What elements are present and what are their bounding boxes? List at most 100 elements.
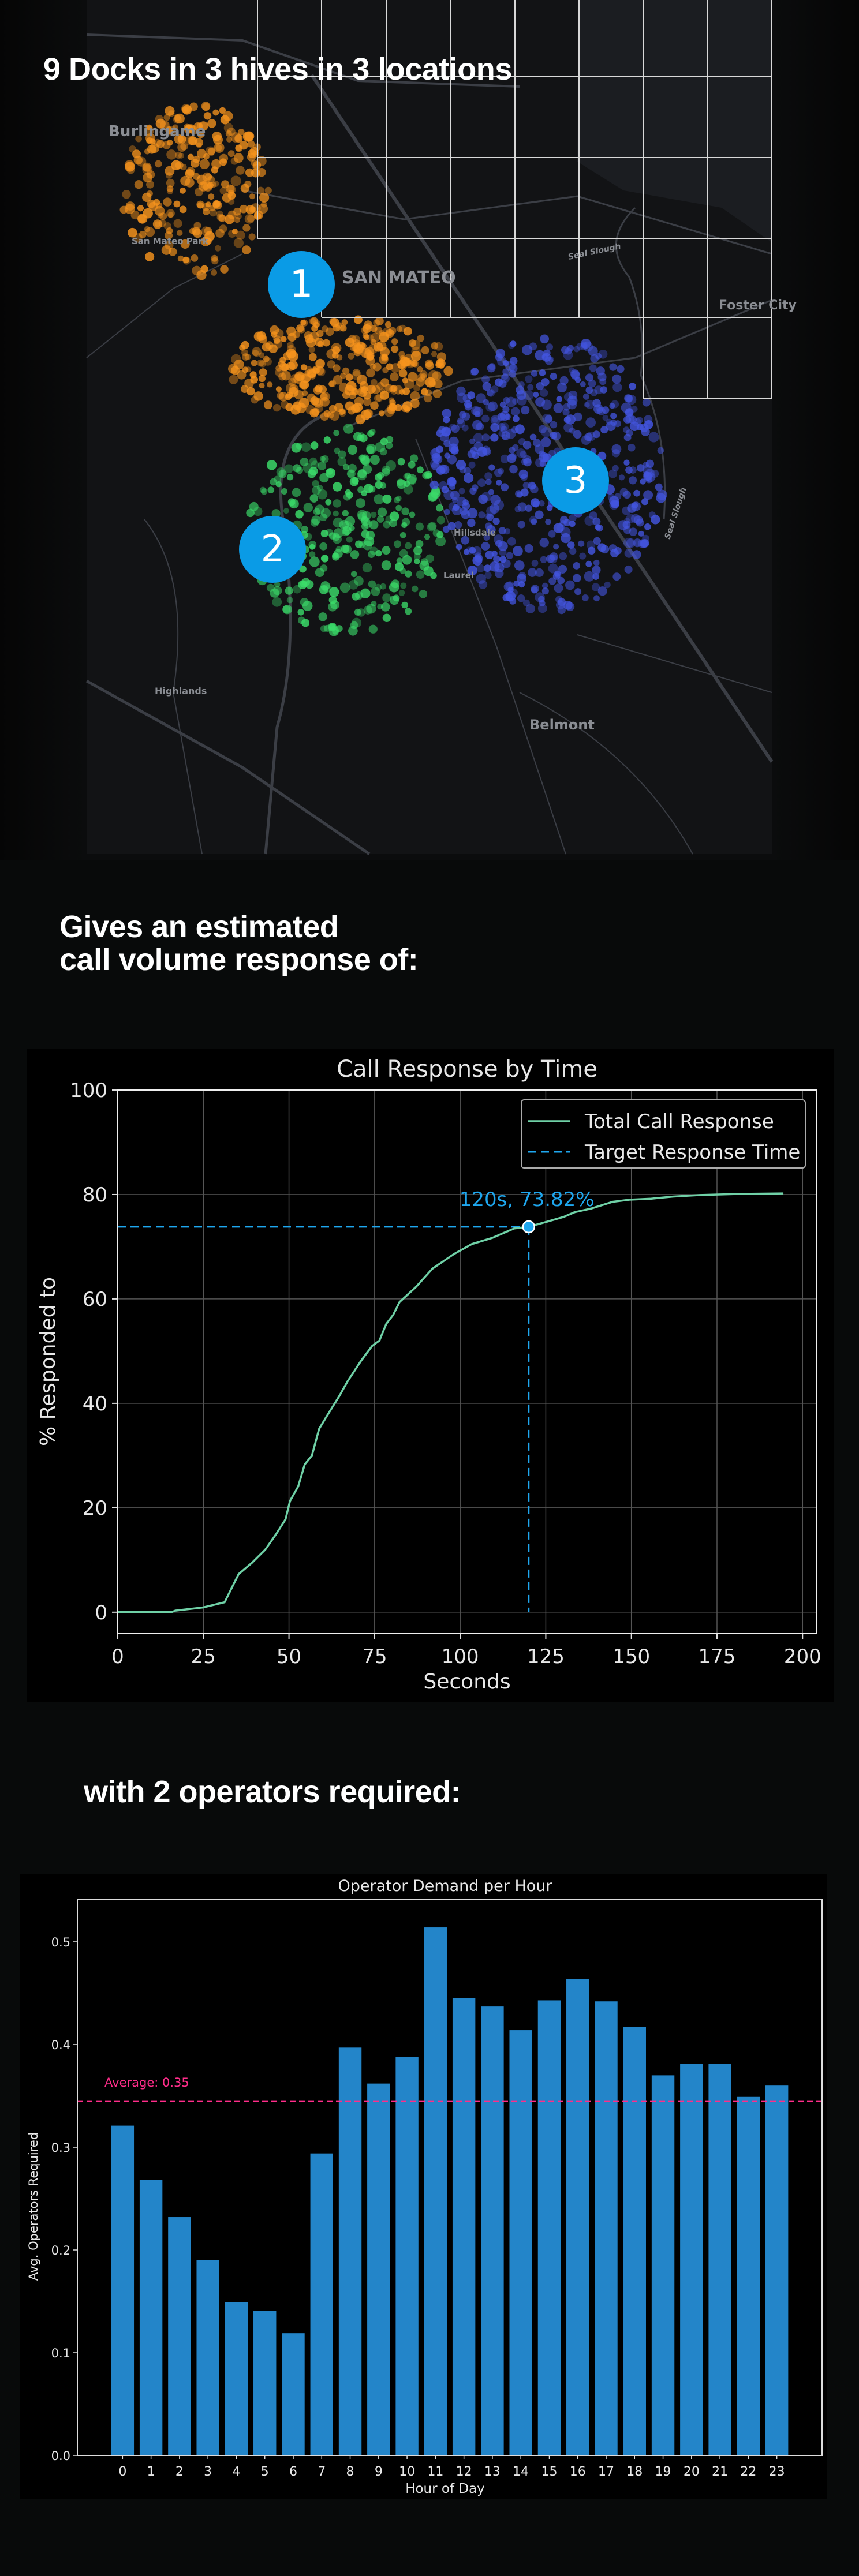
incident-dot [623, 459, 630, 466]
incident-dot [607, 493, 615, 501]
incident-dot [502, 559, 511, 568]
incident-dot [394, 562, 404, 571]
response-headline-line2: call volume response of: [59, 942, 419, 977]
incident-dot [640, 478, 646, 485]
incident-dot [148, 201, 158, 211]
incident-dot [527, 384, 534, 391]
incident-dot [351, 387, 357, 394]
incident-dot [438, 426, 446, 434]
incident-dot [468, 461, 476, 469]
incident-dot [410, 399, 420, 409]
incident-dot [538, 425, 547, 433]
incident-dot [405, 542, 412, 549]
incident-dot [253, 391, 263, 401]
incident-dot [328, 623, 336, 631]
incident-dot [264, 186, 272, 194]
incident-dot [145, 252, 155, 261]
incident-dot [402, 401, 413, 411]
incident-dot [556, 523, 565, 532]
incident-dot [499, 402, 506, 408]
incident-dot [588, 379, 596, 388]
incident-dot [474, 411, 480, 417]
incident-dot [270, 325, 279, 335]
incident-dot [569, 427, 576, 434]
incident-dot [325, 327, 334, 336]
incident-dot [201, 102, 211, 111]
incident-dot [467, 508, 478, 519]
incident-dot [214, 142, 225, 153]
incident-dot [382, 613, 391, 623]
incident-dot [584, 515, 595, 526]
incident-dot [267, 381, 273, 388]
incident-dot [612, 465, 619, 471]
incident-dot [496, 480, 502, 486]
incident-dot [319, 456, 326, 462]
incident-dot [274, 475, 282, 484]
incident-dot [200, 236, 211, 246]
incident-dot [557, 576, 565, 585]
incident-dot [435, 536, 446, 546]
incident-dot [166, 178, 175, 188]
incident-dot [592, 517, 601, 526]
incident-dot [548, 554, 558, 564]
incident-dot [624, 549, 634, 558]
incident-dot [610, 413, 617, 420]
incident-dot [593, 595, 600, 602]
incident-dot [484, 564, 491, 572]
incident-dot [144, 148, 151, 155]
incident-dot [423, 566, 434, 576]
incident-dot [642, 398, 651, 407]
incident-dot [408, 460, 416, 469]
incident-dot [606, 418, 612, 425]
incident-dot [498, 467, 504, 474]
incident-dot [484, 472, 492, 480]
incident-dot [403, 484, 413, 495]
bar-hour-7 [310, 2153, 333, 2455]
incident-dot [384, 321, 392, 328]
incident-dot [541, 582, 548, 589]
incident-dot [537, 604, 547, 613]
incident-dot [329, 317, 337, 325]
incident-dot [364, 350, 373, 360]
incident-dot [584, 402, 590, 408]
x-tick-label: 100 [442, 1645, 479, 1668]
incident-dot [609, 363, 617, 371]
incident-dot [600, 386, 608, 394]
incident-dot [333, 364, 341, 372]
x-tick-label: 2 [175, 2465, 184, 2479]
incident-dot [485, 478, 492, 485]
incident-dot [382, 367, 389, 373]
incident-dot [489, 503, 500, 514]
plot-frame [117, 1089, 817, 1634]
incident-dot [505, 361, 516, 372]
incident-dot [540, 556, 547, 563]
bar-hour-22 [737, 2096, 760, 2455]
incident-dot [301, 578, 310, 586]
incident-dot [188, 136, 197, 145]
incident-dot [509, 597, 517, 605]
incident-dot [379, 410, 385, 417]
total-call-response-line [118, 1192, 784, 1613]
incident-dot [624, 565, 633, 574]
incident-dot [363, 391, 372, 400]
incident-dot [355, 414, 365, 425]
incident-dot [462, 499, 469, 506]
incident-dot [481, 542, 490, 551]
incident-dot [368, 551, 375, 558]
incident-dot [377, 507, 387, 517]
incident-dot [348, 463, 357, 473]
incident-dot [629, 383, 636, 390]
incident-dot [163, 222, 171, 230]
incident-dot [497, 356, 507, 366]
call-response-chart: 0 25 50 75 100 125 150 175 200 0 20 40 60 80 100 120s, … [27, 1049, 834, 1702]
incident-dot [289, 499, 299, 509]
incident-dot [536, 382, 544, 390]
incident-dot [554, 583, 563, 593]
incident-dot [250, 376, 259, 384]
incident-dot [403, 480, 410, 487]
incident-dot [435, 362, 442, 368]
incident-dot [625, 466, 633, 474]
incident-dot [513, 546, 523, 556]
bar-hour-14 [509, 2030, 532, 2455]
incident-dot [251, 396, 259, 404]
